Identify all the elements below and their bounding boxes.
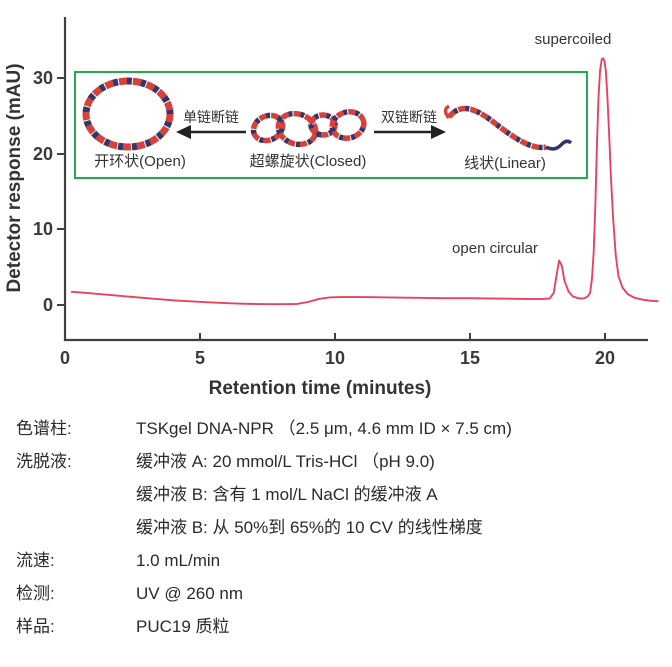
double-strand-break-arrow-icon bbox=[374, 125, 446, 139]
supercoiled-label: 超螺旋状(Closed) bbox=[250, 153, 367, 170]
spec-label: 检测: bbox=[16, 584, 55, 603]
open-circular-peak-label: open circular bbox=[452, 240, 538, 257]
y-tick-20: 20 bbox=[33, 144, 53, 164]
spec-label: 洗脱液: bbox=[16, 452, 72, 471]
linear-dna-icon bbox=[443, 104, 573, 151]
y-axis-ticks bbox=[57, 77, 64, 306]
double-strand-break-label: 双链断链 bbox=[381, 109, 437, 125]
supercoiled-peak-label: supercoiled bbox=[535, 31, 612, 48]
trace-line bbox=[70, 57, 659, 306]
spec-label: 色谱柱: bbox=[16, 419, 72, 438]
open-circular-dna-icon bbox=[82, 77, 174, 151]
spec-value: TSKgel DNA-NPR （2.5 μm, 4.6 mm ID × 7.5 … bbox=[136, 419, 512, 438]
x-tick-20: 20 bbox=[595, 348, 615, 368]
chromatogram-svg: 0 10 20 30 0 5 10 15 20 Retention time (… bbox=[4, 17, 659, 399]
x-axis-ticks bbox=[64, 333, 606, 339]
spec-value: 1.0 mL/min bbox=[136, 551, 221, 570]
linear-label: 线状(Linear) bbox=[464, 155, 546, 172]
spec-label: 样品: bbox=[16, 617, 55, 636]
spec-value: 缓冲液 A: 20 mmol/L Tris-HCl （pH 9.0) bbox=[136, 452, 435, 471]
x-tick-5: 5 bbox=[195, 348, 205, 368]
spec-row-gradient: 缓冲液 B: 从 50%到 65%的 10 CV 的线性梯度 bbox=[0, 517, 672, 539]
spec-value: PUC19 质粒 bbox=[136, 617, 230, 636]
spec-value: 缓冲液 B: 从 50%到 65%的 10 CV 的线性梯度 bbox=[136, 518, 483, 537]
spec-label: 流速: bbox=[16, 551, 55, 570]
spec-table: 色谱柱: TSKgel DNA-NPR （2.5 μm, 4.6 mm ID ×… bbox=[0, 418, 672, 649]
y-tick-30: 30 bbox=[33, 68, 53, 88]
open-circular-label: 开环状(Open) bbox=[94, 153, 186, 170]
x-tick-15: 15 bbox=[460, 348, 480, 368]
x-tick-0: 0 bbox=[60, 348, 70, 368]
chromatogram-figure: 0 10 20 30 0 5 10 15 20 Retention time (… bbox=[4, 17, 659, 399]
spec-row-sample: 样品: PUC19 质粒 bbox=[0, 616, 672, 638]
spec-row-detection: 检测: UV @ 260 nm bbox=[0, 583, 672, 605]
spec-value: UV @ 260 nm bbox=[136, 584, 244, 603]
single-strand-break-label: 单链断链 bbox=[183, 109, 239, 125]
spec-row-eluent-a: 洗脱液: 缓冲液 A: 20 mmol/L Tris-HCl （pH 9.0) bbox=[0, 451, 672, 473]
spec-row-eluent-b: 缓冲液 B: 含有 1 mol/L NaCl 的缓冲液 A bbox=[0, 484, 672, 506]
y-tick-10: 10 bbox=[33, 219, 53, 239]
y-axis-title: Detector response (mAU) bbox=[4, 63, 25, 292]
spec-value: 缓冲液 B: 含有 1 mol/L NaCl 的缓冲液 A bbox=[136, 485, 438, 504]
x-axis-title: Retention time (minutes) bbox=[209, 378, 432, 399]
spec-row-flow-rate: 流速: 1.0 mL/min bbox=[0, 550, 672, 572]
y-tick-0: 0 bbox=[43, 295, 53, 315]
supercoiled-dna-icon bbox=[250, 109, 367, 148]
spec-row-column: 色谱柱: TSKgel DNA-NPR （2.5 μm, 4.6 mm ID ×… bbox=[0, 418, 672, 440]
x-tick-10: 10 bbox=[325, 348, 345, 368]
single-strand-break-arrow-icon bbox=[176, 125, 246, 139]
